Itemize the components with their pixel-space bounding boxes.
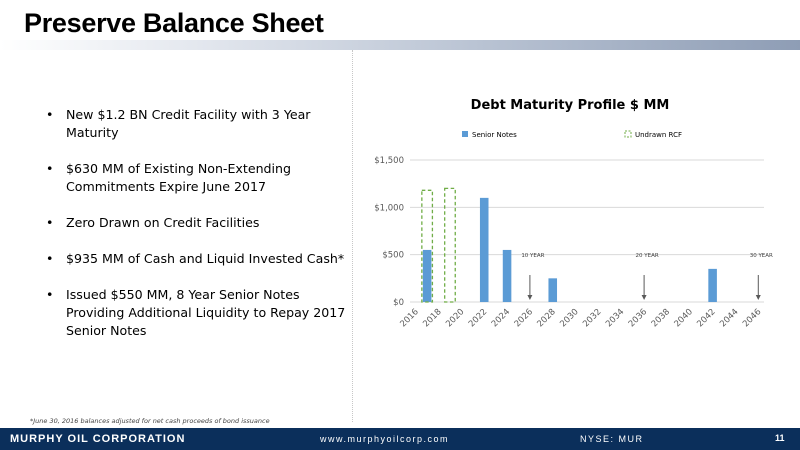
y-tick-label: $500 [382,251,404,261]
x-tick-label: 2032 [581,307,603,329]
x-tick-label: 2040 [673,307,695,329]
x-tick-label: 2036 [627,307,649,329]
bullet-list: • New $1.2 BN Credit Facility with 3 Year… [46,106,346,358]
bullet-item: • $935 MM of Cash and Liquid Invested Cas… [46,250,346,268]
y-tick-label: $1,500 [374,156,404,166]
down-arrow-icon [755,295,761,300]
legend-swatch-senior-notes [462,131,468,137]
bar-senior-notes [502,249,512,302]
bar-undrawn-rcf [421,189,434,303]
x-tick-label: 2018 [421,307,443,329]
bullet-item: • $630 MM of Existing Non-Extending Commi… [46,160,346,196]
footer-bar: MURPHY OIL CORPORATION www.murphyoilcorp… [0,428,800,450]
x-tick-label: 2028 [535,307,557,329]
x-tick-label: 2030 [558,307,580,329]
bullet-item: • Issued $550 MM, 8 Year Senior Notes Pro… [46,286,346,340]
legend-swatch-undrawn-rcf [624,130,632,138]
bullet-text: Zero Drawn on Credit Facilities [66,215,260,230]
down-arrow-icon [527,295,533,300]
down-arrow-icon [641,295,647,300]
bullet-dot-icon: • [46,251,54,266]
bar-senior-notes [479,197,489,302]
bar-senior-notes [548,278,558,302]
x-tick-label: 2038 [650,307,672,329]
legend-label-undrawn-rcf: Undrawn RCF [635,131,682,139]
x-tick-label: 2024 [490,307,512,329]
footer-company-name: MURPHY OIL CORPORATION [10,433,186,445]
bullet-text: Issued $550 MM, 8 Year Senior Notes Prov… [66,287,346,338]
bullet-text: $935 MM of Cash and Liquid Invested Cash… [66,251,345,266]
x-tick-label: 2022 [467,307,489,329]
bullet-item: • Zero Drawn on Credit Facilities [46,214,346,232]
x-tick-label: 2020 [444,307,466,329]
footer-ticker: NYSE: MUR [580,434,644,444]
annotation-label: 30 YEAR [750,253,773,259]
annotation-label: 20 YEAR [636,253,659,259]
bullet-item: • New $1.2 BN Credit Facility with 3 Year… [46,106,346,142]
bullet-dot-icon: • [46,161,54,176]
y-tick-label: $0 [393,298,404,308]
chart-legend: Senior Notes Undrawn RCF [462,130,682,139]
chart-title: Debt Maturity Profile $ MM [471,98,670,113]
bullet-text: New $1.2 BN Credit Facility with 3 Year … [66,107,311,140]
x-tick-label: 2016 [398,307,420,329]
column-divider [352,50,353,422]
title-rule [0,40,800,50]
bullet-dot-icon: • [46,287,54,302]
bullet-text: $630 MM of Existing Non-Extending Commit… [66,161,292,194]
bar-senior-notes [422,249,432,302]
x-tick-label: 2046 [741,307,763,329]
y-tick-label: $1,000 [374,203,404,213]
legend-label-senior-notes: Senior Notes [472,131,517,139]
bullet-dot-icon: • [46,107,54,122]
x-tick-label: 2044 [718,307,740,329]
x-tick-label: 2042 [695,307,717,329]
footnote: *June 30, 2016 balances adjusted for net… [30,417,270,425]
page-number: 11 [775,433,785,443]
bar-senior-notes [708,268,717,302]
annotation-label: 10 YEAR [521,253,544,259]
debt-maturity-chart: Debt Maturity Profile $ MM Senior Notes … [374,98,773,329]
x-tick-label: 2034 [604,307,626,329]
bullet-dot-icon: • [46,215,54,230]
x-tick-label: 2026 [513,307,535,329]
bar-undrawn-rcf [444,187,456,303]
footer-website-url: www.murphyoilcorp.com [320,434,450,444]
slide-title: Preserve Balance Sheet [24,8,324,38]
